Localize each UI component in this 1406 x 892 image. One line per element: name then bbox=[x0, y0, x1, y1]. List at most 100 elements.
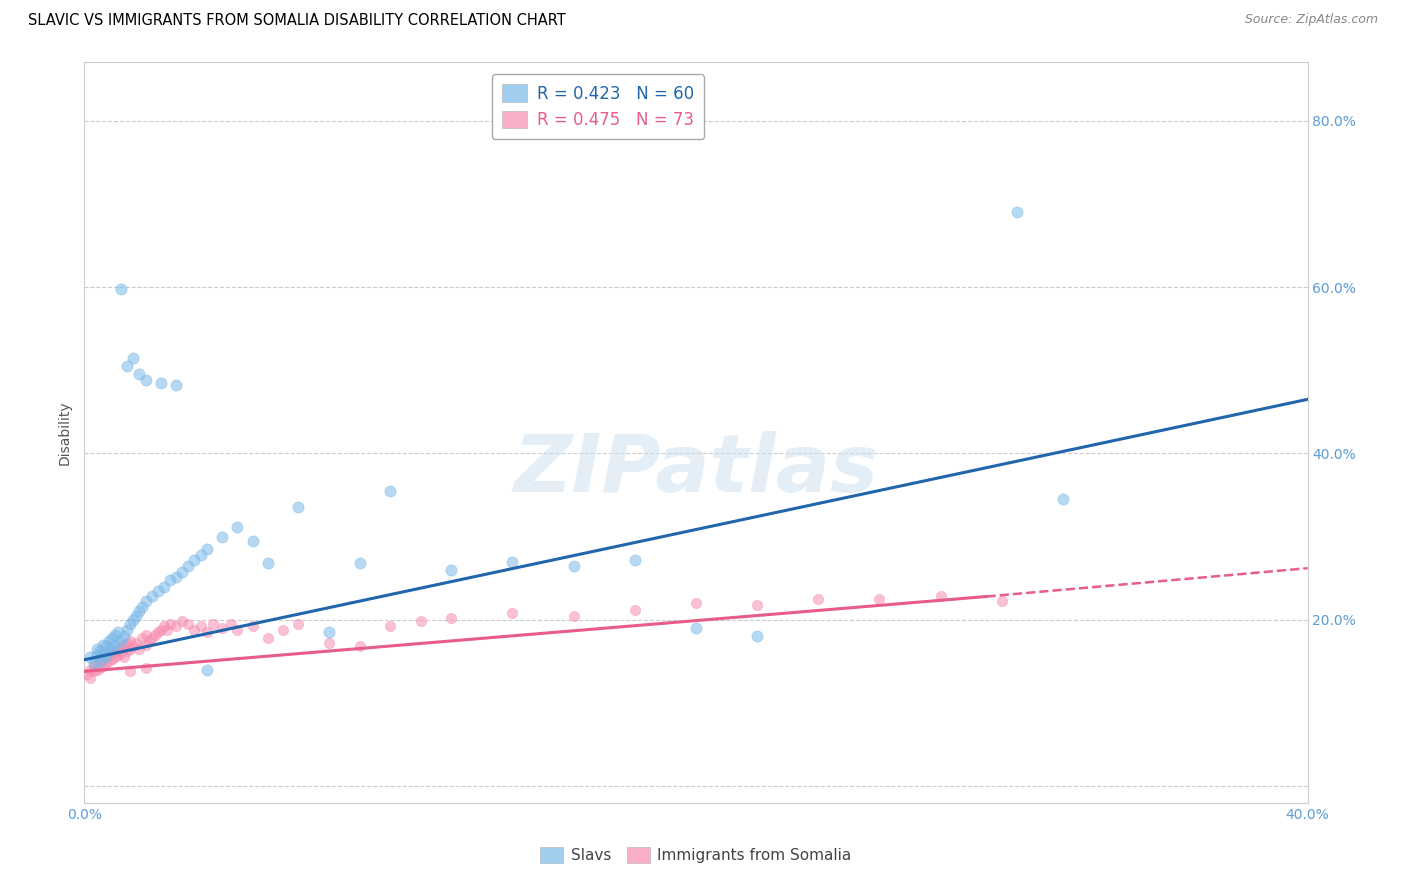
Point bbox=[97, 654, 120, 668]
Point bbox=[97, 648, 120, 662]
Point bbox=[172, 615, 194, 629]
Point bbox=[226, 519, 249, 533]
Point bbox=[141, 631, 163, 645]
Point bbox=[177, 616, 200, 631]
Point bbox=[562, 608, 585, 623]
Point bbox=[177, 558, 200, 573]
Point bbox=[104, 650, 127, 665]
Point bbox=[89, 644, 111, 658]
Point bbox=[89, 654, 111, 668]
Text: Source: ZipAtlas.com: Source: ZipAtlas.com bbox=[1244, 13, 1378, 27]
Point bbox=[165, 619, 187, 633]
Point bbox=[380, 483, 402, 498]
Point bbox=[165, 569, 187, 583]
Point bbox=[929, 590, 952, 604]
Point bbox=[131, 600, 153, 615]
Point bbox=[1052, 492, 1074, 507]
Point bbox=[91, 653, 114, 667]
Point bbox=[159, 573, 181, 587]
Point bbox=[94, 650, 117, 665]
Point bbox=[89, 654, 111, 668]
Point bbox=[869, 592, 891, 607]
Point bbox=[183, 553, 205, 567]
Point bbox=[120, 633, 142, 648]
Point bbox=[83, 658, 105, 673]
Point bbox=[107, 625, 129, 640]
Point bbox=[86, 663, 108, 677]
Point bbox=[747, 629, 769, 643]
Point bbox=[242, 533, 264, 548]
Point bbox=[219, 616, 242, 631]
Point bbox=[172, 565, 194, 579]
Point bbox=[135, 661, 157, 675]
Point bbox=[440, 611, 463, 625]
Point bbox=[79, 650, 101, 665]
Point bbox=[195, 542, 218, 557]
Point bbox=[91, 638, 114, 652]
Point bbox=[120, 641, 142, 656]
Point bbox=[242, 619, 264, 633]
Point bbox=[146, 583, 169, 598]
Point bbox=[94, 640, 117, 654]
Point bbox=[287, 616, 309, 631]
Point bbox=[747, 598, 769, 612]
Point bbox=[409, 615, 432, 629]
Point bbox=[211, 621, 233, 635]
Point bbox=[135, 638, 157, 652]
Point bbox=[120, 665, 142, 679]
Point bbox=[153, 619, 176, 633]
Point bbox=[257, 556, 280, 570]
Point bbox=[125, 608, 148, 623]
Point bbox=[101, 641, 124, 656]
Y-axis label: Disability: Disability bbox=[58, 401, 72, 465]
Point bbox=[104, 628, 127, 642]
Point bbox=[112, 638, 135, 652]
Point bbox=[440, 563, 463, 577]
Point bbox=[502, 606, 524, 620]
Point bbox=[128, 368, 150, 382]
Point bbox=[195, 663, 218, 677]
Point bbox=[211, 530, 233, 544]
Point bbox=[135, 594, 157, 608]
Point bbox=[138, 633, 160, 648]
Text: ZIPatlas: ZIPatlas bbox=[513, 431, 879, 508]
Point bbox=[991, 594, 1014, 608]
Point bbox=[128, 605, 150, 619]
Point bbox=[110, 282, 132, 296]
Point bbox=[110, 646, 132, 660]
Point bbox=[79, 671, 101, 685]
Point bbox=[107, 641, 129, 656]
Point bbox=[79, 663, 101, 677]
Point bbox=[143, 628, 166, 642]
Point bbox=[183, 623, 205, 637]
Point bbox=[149, 623, 172, 637]
Point bbox=[165, 378, 187, 392]
Point bbox=[110, 633, 132, 648]
Point bbox=[318, 636, 340, 650]
Point bbox=[153, 580, 176, 594]
Point bbox=[257, 631, 280, 645]
Point bbox=[502, 555, 524, 569]
Text: SLAVIC VS IMMIGRANTS FROM SOMALIA DISABILITY CORRELATION CHART: SLAVIC VS IMMIGRANTS FROM SOMALIA DISABI… bbox=[28, 13, 565, 29]
Point bbox=[349, 640, 371, 654]
Point bbox=[195, 625, 218, 640]
Point bbox=[76, 666, 98, 681]
Point bbox=[141, 590, 163, 604]
Point bbox=[624, 603, 647, 617]
Point bbox=[107, 648, 129, 662]
Point bbox=[135, 628, 157, 642]
Point bbox=[115, 636, 138, 650]
Point bbox=[318, 625, 340, 640]
Point bbox=[349, 556, 371, 570]
Point bbox=[94, 650, 117, 665]
Point bbox=[94, 656, 117, 670]
Point bbox=[1005, 205, 1028, 219]
Point bbox=[685, 621, 707, 635]
Point bbox=[135, 373, 157, 387]
Point bbox=[122, 640, 145, 654]
Point bbox=[287, 500, 309, 515]
Point bbox=[101, 631, 124, 645]
Point bbox=[101, 652, 124, 666]
Point bbox=[91, 648, 114, 662]
Point bbox=[190, 548, 212, 562]
